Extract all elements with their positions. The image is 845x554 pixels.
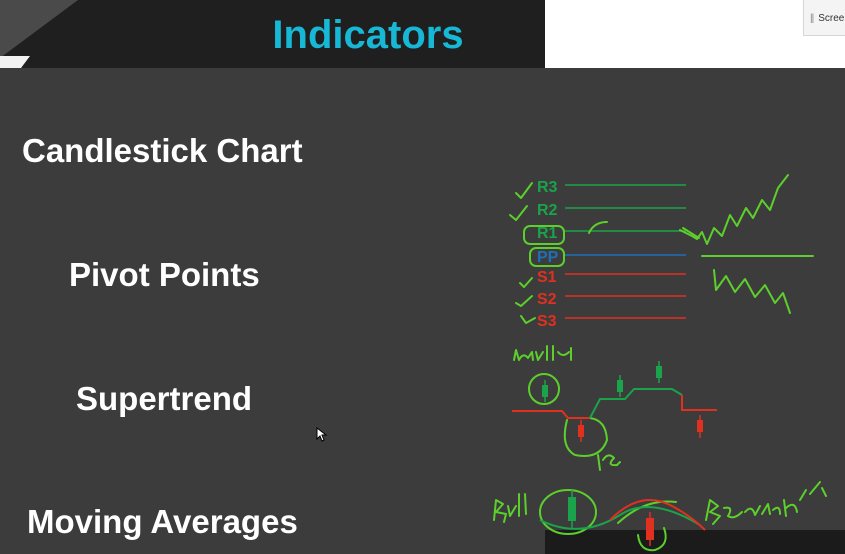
screen-capture-overlay	[545, 0, 845, 68]
candle-red	[646, 518, 654, 540]
checkmark-r2	[509, 205, 528, 221]
checkmark-s1	[519, 277, 533, 288]
header-corner-decoration	[0, 0, 78, 58]
screen-capture-label: Scree	[818, 13, 845, 24]
handwriting-bearish	[705, 481, 827, 525]
candle-red	[697, 420, 703, 432]
ma-slow	[609, 499, 706, 531]
circle-pp	[529, 247, 565, 267]
circle-bull-candle	[528, 373, 560, 405]
mouse-pointer-icon	[316, 427, 328, 442]
pivot-label-pp: PP	[537, 249, 559, 266]
pivot-points-sketch: R3 R2 R1 PP S1 S2 S3	[493, 174, 845, 554]
handwriting-bull	[493, 493, 527, 523]
candle-red	[578, 425, 584, 437]
checkmark-s2	[515, 295, 533, 307]
candle-green	[656, 366, 662, 378]
uptrend-arrow	[682, 227, 700, 239]
grip-icon: ||	[810, 13, 814, 24]
moving-average-lines	[539, 499, 706, 531]
ma-candles	[568, 490, 654, 546]
supertrend-line	[512, 388, 717, 419]
indicator-candlestick-chart: Candlestick Chart	[22, 132, 303, 169]
checkmark-s3	[520, 315, 536, 324]
handwritten-annotations	[493, 174, 827, 552]
pivot-label-r2: R2	[537, 202, 558, 219]
slide-title: Indicators	[272, 13, 464, 57]
circle-bear-candle	[563, 417, 608, 457]
candle-green	[617, 380, 623, 392]
indicator-pivot-points: Pivot Points	[69, 256, 260, 293]
circle-r1	[523, 225, 565, 245]
pivot-label-s3: S3	[537, 313, 557, 330]
canvas-dark-strip	[545, 530, 845, 554]
handwriting-be	[597, 454, 621, 471]
ma-fast	[539, 506, 701, 530]
ellipse-bull-candle	[539, 489, 597, 535]
supertrend-candles	[542, 361, 703, 442]
pivot-label-s1: S1	[537, 269, 557, 286]
indicator-moving-averages: Moving Averages	[27, 503, 298, 540]
pivot-label-s2: S2	[537, 291, 557, 308]
pivot-label-r3: R3	[537, 179, 558, 196]
arc-bear-candle	[617, 500, 677, 524]
checkmark-r3	[515, 182, 533, 199]
header-corner-stripe	[0, 56, 30, 68]
candle-green	[542, 385, 548, 397]
tick-r1	[588, 221, 608, 234]
uptrend-zigzag	[679, 174, 789, 245]
screen-capture-button[interactable]: || Scree	[803, 0, 845, 36]
candle-green	[568, 497, 576, 521]
downtrend-zigzag	[713, 269, 791, 314]
handwriting-bullish	[513, 345, 572, 361]
pivot-label-r1: R1	[537, 225, 558, 242]
indicator-supertrend: Supertrend	[76, 380, 253, 417]
underline-bear-candle	[637, 527, 667, 552]
